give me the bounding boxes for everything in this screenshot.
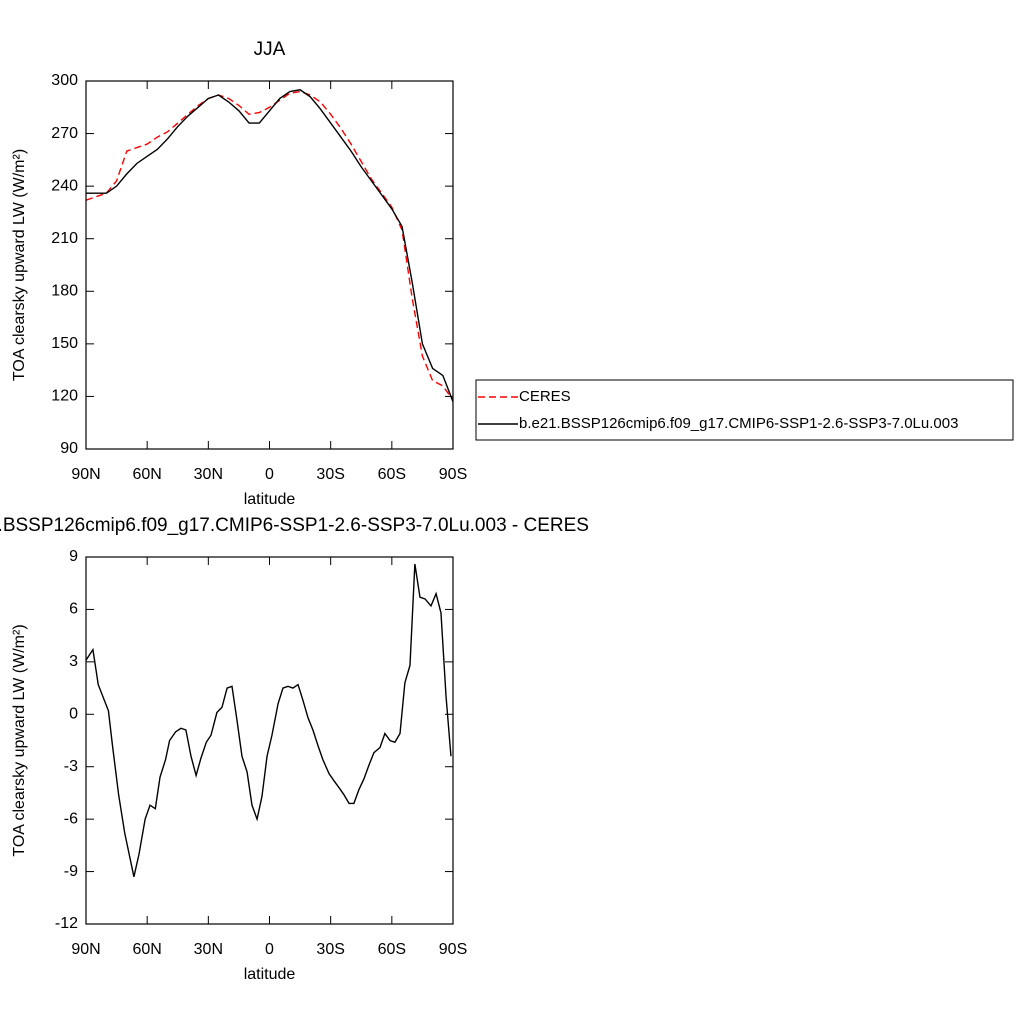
y-tick-label: 120 bbox=[51, 388, 78, 405]
y-tick-label: 300 bbox=[51, 72, 78, 89]
data-line bbox=[86, 89, 454, 402]
y-tick-label: -9 bbox=[64, 863, 78, 880]
y-tick-label: 0 bbox=[69, 706, 78, 723]
y-tick-label: -12 bbox=[55, 915, 78, 932]
y-tick-label: 9 bbox=[69, 548, 78, 565]
x-tick-label: 60N bbox=[132, 941, 161, 958]
x-tick-label: 30S bbox=[316, 466, 344, 483]
y-tick-label: 180 bbox=[51, 283, 78, 300]
x-tick-label: 60S bbox=[378, 466, 406, 483]
plot-frame bbox=[85, 80, 454, 450]
y-axis-label: TOA clearsky upward LW (W/m²) bbox=[11, 624, 28, 856]
y-tick-label: 240 bbox=[51, 177, 78, 194]
x-tick-label: 30N bbox=[194, 466, 223, 483]
data-line bbox=[85, 90, 454, 401]
chart-title: b.e21.BSSP126cmip6.f09_g17.CMIP6-SSP1-2.… bbox=[0, 515, 589, 536]
y-tick-label: 270 bbox=[51, 125, 78, 142]
y-tick-label: 90 bbox=[60, 440, 78, 457]
x-tick-label: 90S bbox=[439, 466, 467, 483]
x-tick-label: 90S bbox=[439, 941, 467, 958]
y-tick-label: 150 bbox=[51, 335, 78, 352]
chart-title: JJA bbox=[254, 39, 286, 60]
x-axis-label: latitude bbox=[244, 966, 296, 983]
data-line bbox=[85, 563, 452, 877]
plot-frame bbox=[85, 556, 454, 925]
y-tick-label: 3 bbox=[69, 653, 78, 670]
y-tick-label: 210 bbox=[51, 230, 78, 247]
x-tick-label: 30N bbox=[194, 941, 223, 958]
x-tick-label: 60S bbox=[378, 941, 406, 958]
y-tick-label: -3 bbox=[64, 758, 78, 775]
y-axis-label: TOA clearsky upward LW (W/m²) bbox=[11, 149, 28, 381]
x-axis-label: latitude bbox=[244, 491, 296, 508]
x-tick-label: 0 bbox=[265, 941, 274, 958]
x-tick-label: 30S bbox=[316, 941, 344, 958]
x-tick-label: 60N bbox=[132, 466, 161, 483]
legend-label: CERES bbox=[519, 388, 571, 405]
x-tick-label: 0 bbox=[265, 466, 274, 483]
legend-label: b.e21.BSSP126cmip6.f09_g17.CMIP6-SSP1-2.… bbox=[519, 415, 958, 432]
legend-box bbox=[475, 379, 1014, 441]
x-tick-label: 90N bbox=[71, 941, 100, 958]
y-tick-label: -6 bbox=[64, 810, 78, 827]
x-tick-label: 90N bbox=[71, 466, 100, 483]
y-tick-label: 6 bbox=[69, 601, 78, 618]
